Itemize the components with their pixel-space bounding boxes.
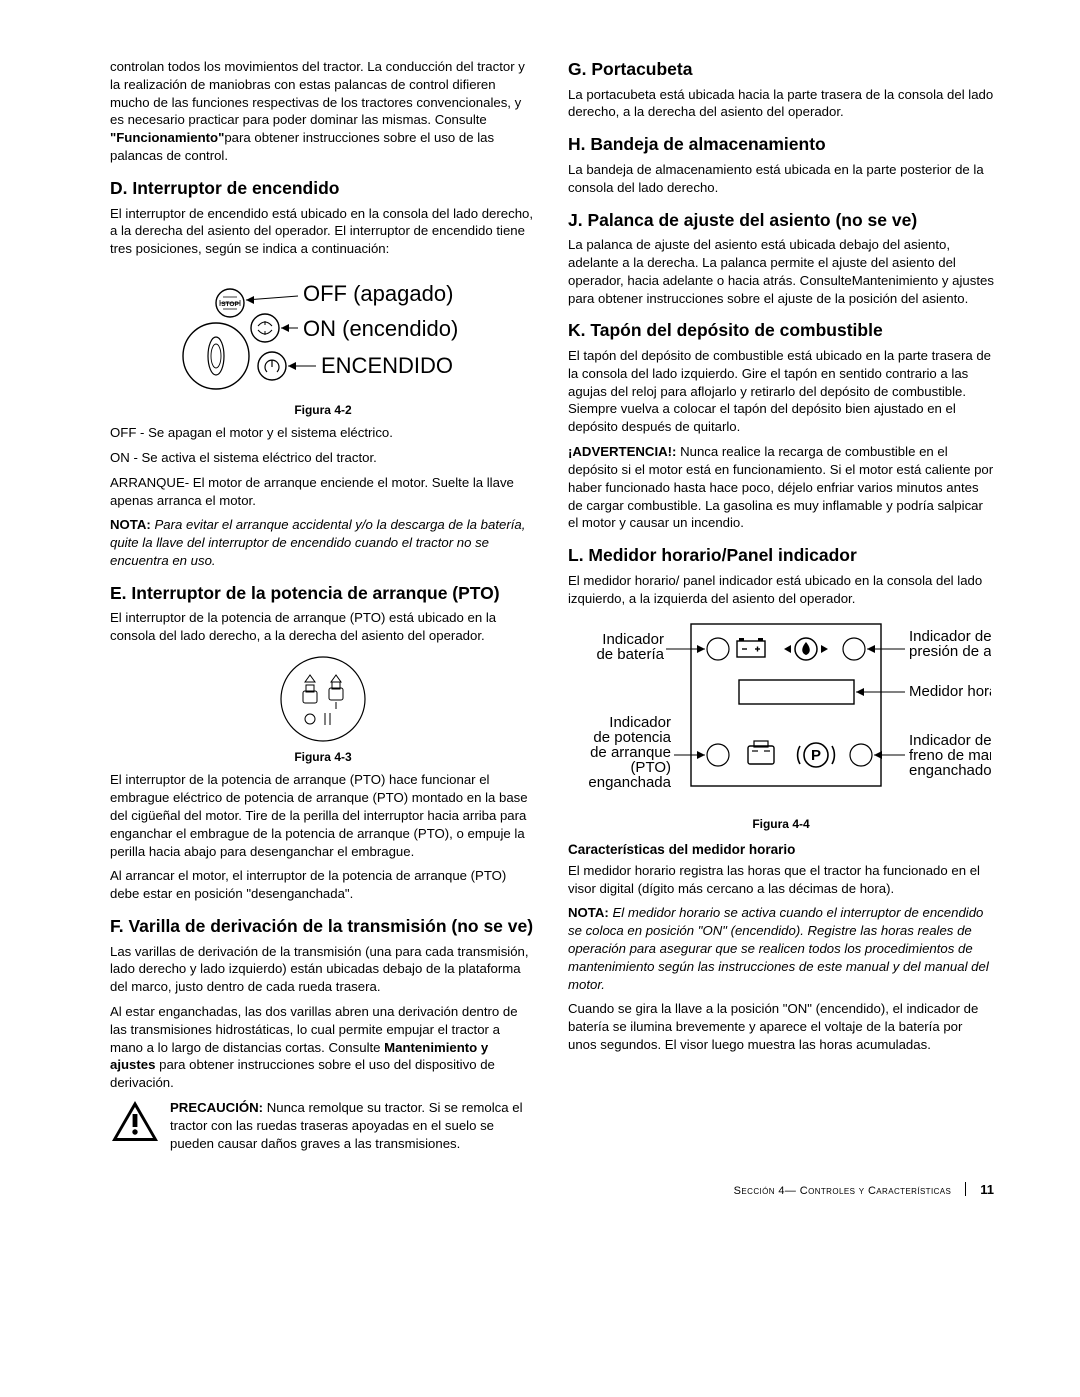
intro-paragraph: controlan todos los movimientos del trac… [110, 58, 536, 165]
figure-4-2-label: Figura 4-2 [110, 402, 536, 418]
svg-text:enganchada: enganchada [588, 774, 671, 791]
section-h-p1: La bandeja de almacenamiento está ubicad… [568, 161, 994, 197]
section-h-title: H. Bandeja de almacenamiento [568, 133, 994, 157]
section-f-p1: Las varillas de derivación de la transmi… [110, 943, 536, 996]
d-on-text: ON - Se activa el sistema eléctrico del … [110, 449, 536, 467]
f-p2b: para obtener instrucciones sobre el uso … [110, 1057, 495, 1090]
svg-text:presión de aceite: presión de aceite [909, 643, 991, 660]
section-l-p1: El medidor horario/ panel indicador está… [568, 572, 994, 608]
l-nota-label: NOTA: [568, 905, 609, 920]
right-column: G. Portacubeta La portacubeta está ubica… [568, 58, 994, 1153]
d-arranque-text: ARRANQUE- El motor de arranque enciende … [110, 474, 536, 510]
caution-box: PRECAUCIÓN: Nunca remolque su tractor. S… [110, 1099, 536, 1152]
d-off-text: OFF - Se apagan el motor y el sistema el… [110, 424, 536, 442]
section-d-title: D. Interruptor de encendido [110, 177, 536, 201]
d-nota: NOTA: Para evitar el arranque accidental… [110, 516, 536, 569]
fig42-on-label: ON (encendido) [303, 316, 458, 341]
svg-text:enganchado: enganchado [909, 762, 991, 779]
caution-label: PRECAUCIÓN: [170, 1100, 263, 1115]
footer-divider [965, 1182, 966, 1196]
l-subheading: Características del medidor horario [568, 841, 994, 859]
section-e-p2: El interruptor de la potencia de arranqu… [110, 771, 536, 860]
section-j-p1: La palanca de ajuste del asiento está ub… [568, 236, 994, 307]
d-nota-label: NOTA: [110, 517, 151, 532]
caution-text: PRECAUCIÓN: Nunca remolque su tractor. S… [170, 1099, 536, 1152]
warning-triangle-icon [110, 1099, 160, 1148]
k-adv-label: ¡ADVERTENCIA!: [568, 444, 676, 459]
section-d-p1: El interruptor de encendido está ubicado… [110, 205, 536, 258]
section-j-title: J. Palanca de ajuste del asiento (no se … [568, 209, 994, 233]
section-l-nota: NOTA: El medidor horario se activa cuand… [568, 904, 994, 993]
section-e-title: E. Interruptor de la potencia de arranqu… [110, 582, 536, 606]
footer-page-number: 11 [980, 1181, 994, 1199]
left-column: controlan todos los movimientos del trac… [110, 58, 536, 1153]
section-l-p3: Cuando se gira la llave a la posición "O… [568, 1000, 994, 1053]
svg-text:STOP: STOP [221, 301, 239, 308]
footer-section-title: Sección 4— Controles y Características [734, 1184, 952, 1199]
section-k-p1: El tapón del depósito de combustible est… [568, 347, 994, 436]
figure-4-4: P Indicador de b [568, 617, 994, 812]
section-e-p1: El interruptor de la potencia de arranqu… [110, 609, 536, 645]
page-layout: controlan todos los movimientos del trac… [110, 58, 994, 1153]
figure-4-3 [110, 653, 536, 745]
section-f-title: F. Varilla de derivación de la transmisi… [110, 915, 536, 939]
l-nota-text: El medidor horario se activa cuando el i… [568, 905, 989, 991]
page-footer: Sección 4— Controles y Características 1… [110, 1181, 994, 1199]
section-g-title: G. Portacubeta [568, 58, 994, 82]
section-k-title: K. Tapón del depósito de combustible [568, 319, 994, 343]
section-k-adv: ¡ADVERTENCIA!: Nunca realice la recarga … [568, 443, 994, 532]
figure-4-2: STOP OFF (apagado) ON (encendido) ENCEND… [110, 266, 536, 398]
section-l-title: L. Medidor horario/Panel indicador [568, 544, 994, 568]
section-l-p2: El medidor horario registra las horas qu… [568, 862, 994, 898]
section-g-p1: La portacubeta está ubicada hacia la par… [568, 86, 994, 122]
figure-4-3-label: Figura 4-3 [110, 749, 536, 765]
fig42-start-label: ENCENDIDO [321, 353, 453, 378]
svg-text:Medidor horario: Medidor horario [909, 683, 991, 700]
d-nota-text: Para evitar el arranque accidental y/o l… [110, 517, 525, 568]
section-f-p2: Al estar enganchadas, las dos varillas a… [110, 1003, 536, 1092]
fig42-off-label: OFF (apagado) [303, 281, 453, 306]
svg-text:de batería: de batería [596, 646, 664, 663]
intro-text-1: controlan todos los movimientos del trac… [110, 59, 525, 127]
section-e-p3: Al arrancar el motor, el interruptor de … [110, 867, 536, 903]
svg-text:P: P [811, 747, 821, 764]
figure-4-4-label: Figura 4-4 [568, 816, 994, 832]
intro-bold: "Funcionamiento" [110, 130, 224, 145]
